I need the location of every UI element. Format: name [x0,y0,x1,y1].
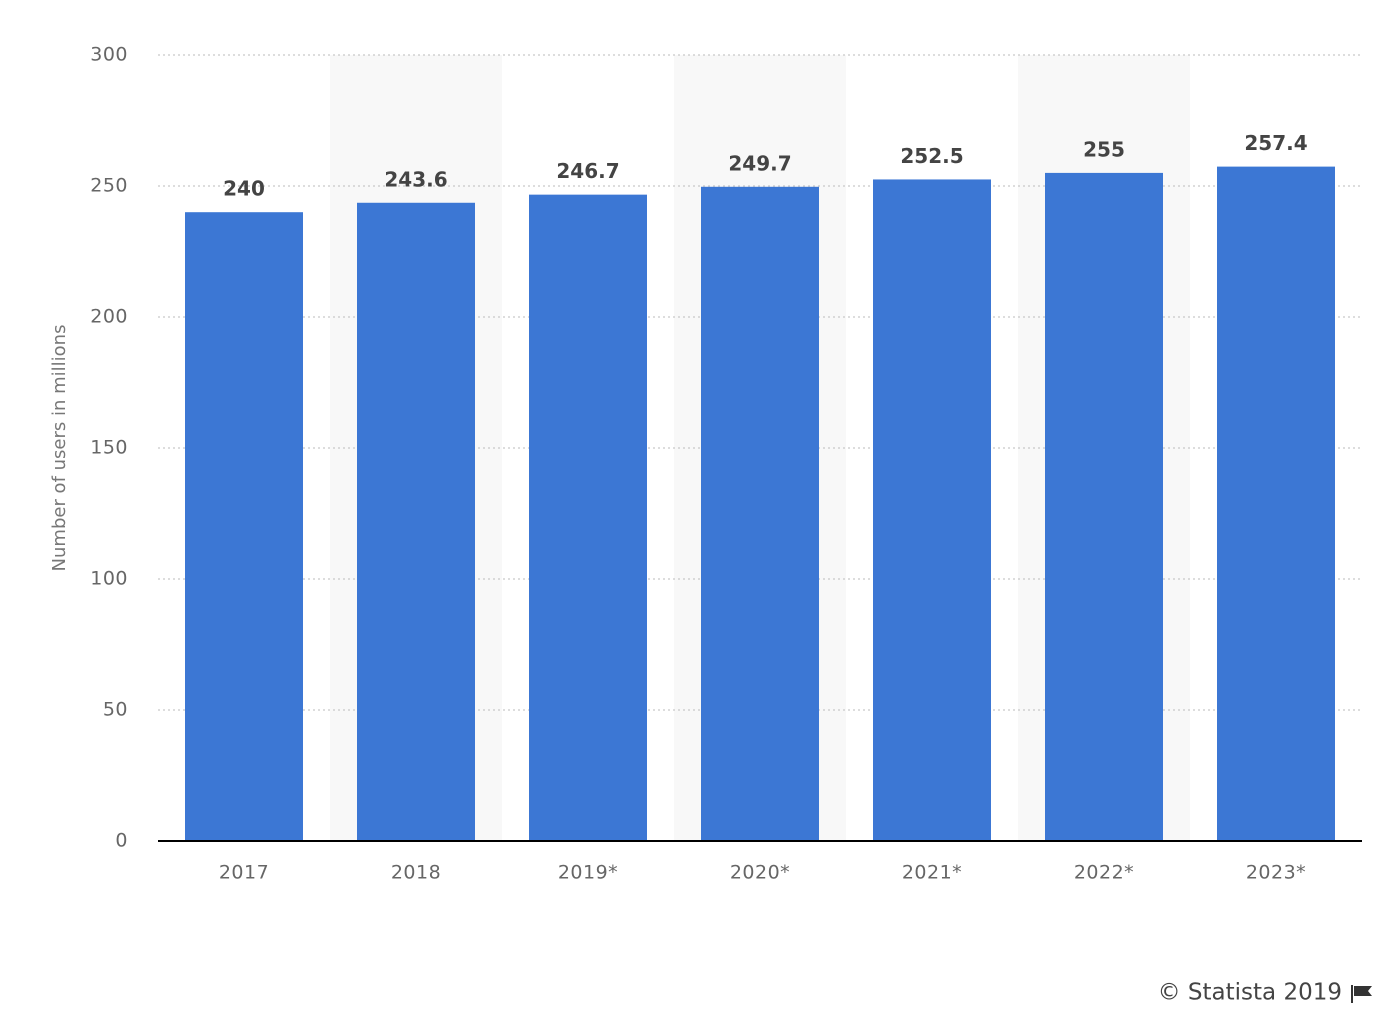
value-label: 240 [223,177,265,201]
value-label: 255 [1083,137,1125,161]
credit: © Statista 2019 [1158,980,1342,1006]
bar [1045,172,1163,841]
bar [701,186,819,841]
x-tick-label: 2018 [391,862,441,884]
x-tick-label: 2019* [558,862,618,884]
y-tick-label: 150 [90,437,128,459]
bar [185,212,303,841]
value-label: 252.5 [900,144,963,168]
bar [357,202,475,841]
x-tick-label: 2020* [730,862,790,884]
x-tick-label: 2017 [219,862,269,884]
bar [1217,166,1335,841]
y-tick-label: 100 [90,568,128,590]
bar [529,194,647,841]
y-tick-label: 0 [115,830,128,852]
value-label: 249.7 [728,151,791,175]
x-tick-label: 2022* [1074,862,1134,884]
y-tick-label: 200 [90,306,128,328]
y-tick-label: 250 [90,175,128,197]
x-tick-label: 2021* [902,862,962,884]
y-tick-label: 300 [90,44,128,66]
flag-icon [1351,985,1372,1003]
x-tick-label: 2023* [1246,862,1306,884]
value-label: 246.7 [556,159,619,183]
value-label: 243.6 [384,167,447,191]
y-tick-label: 50 [103,699,128,721]
y-axis-label: Number of users in millions [49,325,70,572]
bar [873,179,991,841]
value-label: 257.4 [1244,131,1307,155]
